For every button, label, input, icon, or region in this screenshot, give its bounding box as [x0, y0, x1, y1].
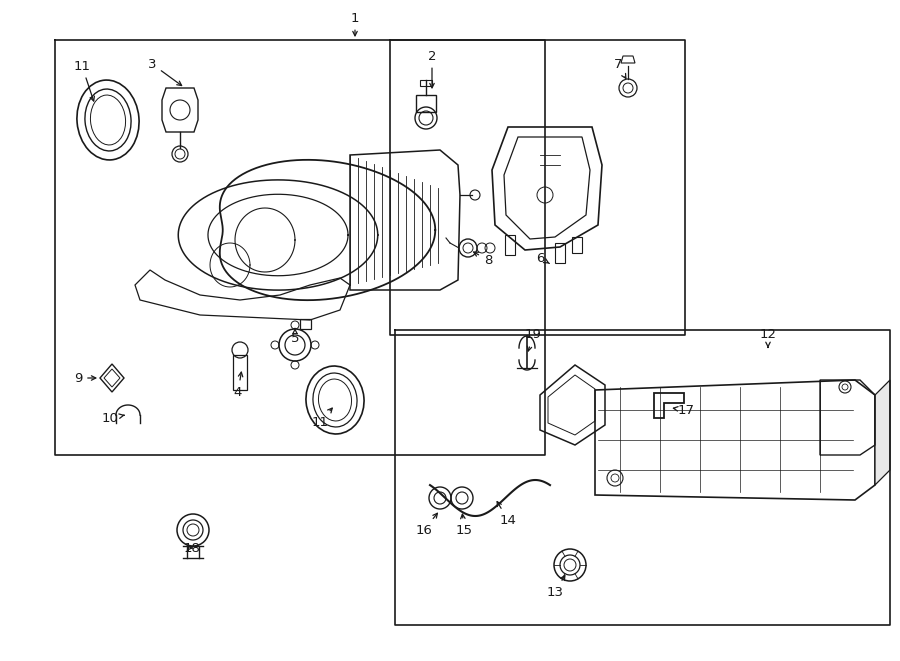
Text: 4: 4 [234, 372, 243, 399]
Text: 11: 11 [311, 408, 332, 428]
Text: 19: 19 [525, 329, 542, 351]
Text: 3: 3 [148, 58, 182, 85]
Text: 12: 12 [760, 329, 777, 347]
Text: 18: 18 [184, 541, 201, 555]
Text: 7: 7 [614, 59, 626, 79]
Text: 9: 9 [74, 371, 95, 385]
Text: 8: 8 [473, 252, 492, 266]
Text: 14: 14 [497, 502, 517, 527]
Text: 1: 1 [351, 11, 359, 36]
Text: 13: 13 [546, 576, 565, 598]
Text: 2: 2 [428, 50, 436, 88]
Text: 16: 16 [416, 513, 437, 537]
Text: 17: 17 [673, 403, 695, 416]
Text: 15: 15 [455, 514, 472, 537]
Text: 5: 5 [291, 329, 299, 344]
Polygon shape [875, 380, 890, 485]
Text: 6: 6 [536, 251, 549, 264]
Text: 11: 11 [74, 59, 94, 101]
Text: 10: 10 [102, 412, 124, 424]
